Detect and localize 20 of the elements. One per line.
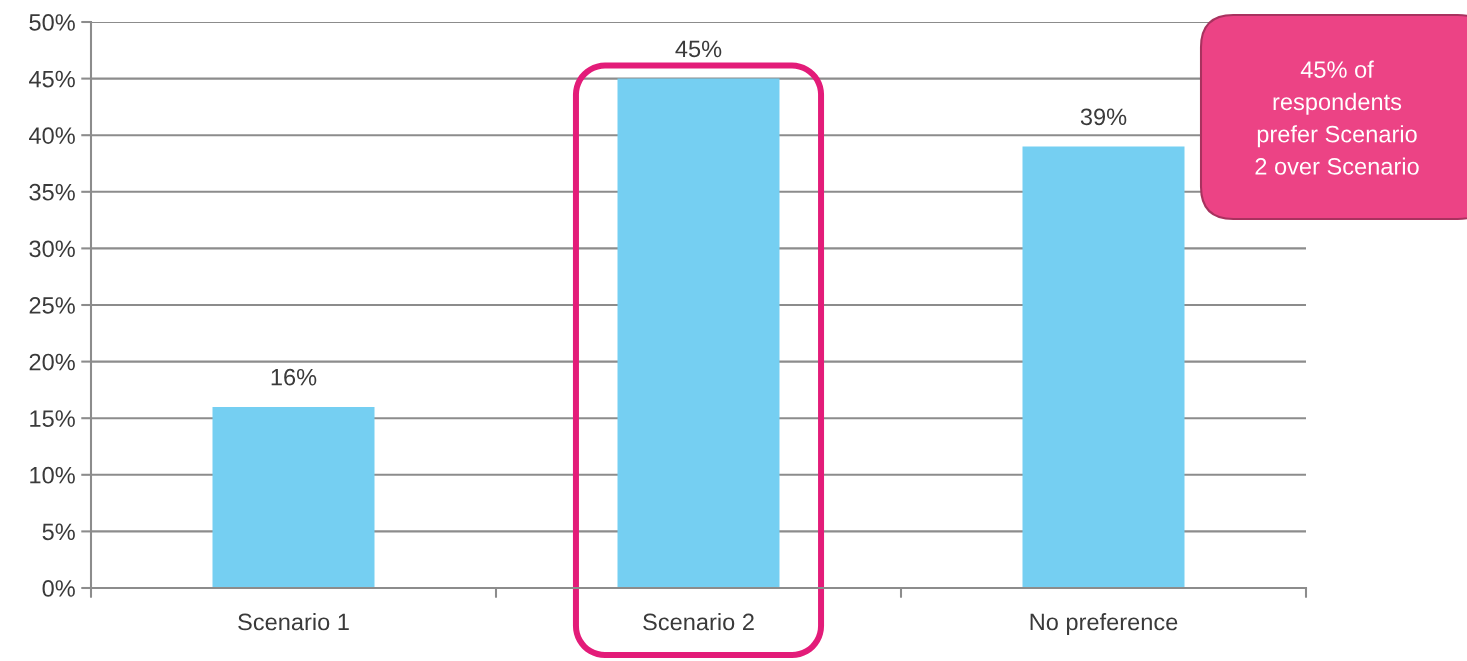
y-tick-label: 35% xyxy=(29,183,75,201)
y-tick-label: 15% xyxy=(30,410,75,427)
y-tick-label: 5% xyxy=(42,523,75,541)
bar xyxy=(1022,146,1185,588)
data-label: 16% xyxy=(271,368,317,386)
bar xyxy=(212,406,375,588)
y-tick-label: 25% xyxy=(29,297,75,314)
x-tick-label: Scenario 1 xyxy=(238,613,349,631)
data-label: 45% xyxy=(675,40,722,58)
y-tick-label: 50% xyxy=(29,14,75,31)
x-tick-label: No preference xyxy=(1030,613,1178,636)
y-tick-label: 20% xyxy=(29,353,75,371)
y-tick-label: 10% xyxy=(30,466,75,484)
y-tick-label: 30% xyxy=(29,240,75,258)
data-label: 39% xyxy=(1080,108,1127,126)
y-tick-label: 40% xyxy=(29,127,75,144)
y-tick-label: 0% xyxy=(42,580,75,597)
annotation: 45% of respondents prefer Scenario 2 over Scenario xyxy=(1255,60,1419,175)
x-tick-label: Scenario 2 xyxy=(643,613,754,631)
y-tick-label: 45% xyxy=(29,70,75,88)
